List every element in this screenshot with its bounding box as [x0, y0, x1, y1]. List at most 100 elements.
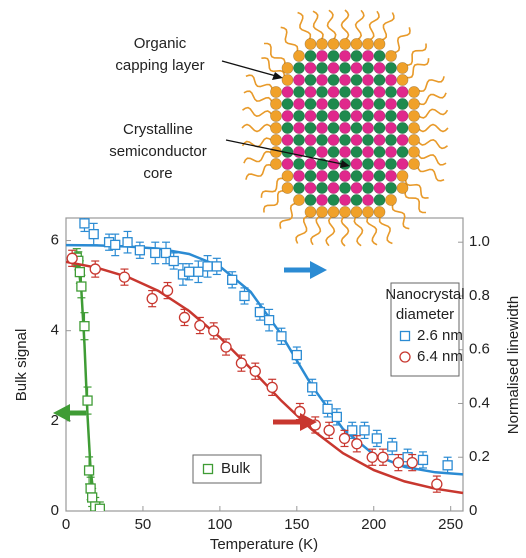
ligand — [340, 9, 350, 41]
capping-atom — [408, 98, 420, 110]
core-atom — [293, 134, 305, 146]
marker — [399, 351, 411, 363]
core-atom — [316, 194, 328, 206]
core-atom — [316, 122, 328, 134]
legend-label: 2.6 nm — [417, 327, 463, 344]
core-atom — [316, 158, 328, 170]
ligand — [241, 123, 273, 133]
core-atom — [281, 158, 294, 170]
core-atom — [362, 158, 374, 170]
marker — [387, 441, 398, 452]
marker — [122, 237, 133, 248]
legend-title: diameter — [396, 306, 454, 323]
ligand — [340, 215, 350, 247]
ligand — [353, 215, 364, 247]
core-atom — [385, 134, 397, 146]
core-atom — [316, 98, 328, 110]
y2-axis-label: Normalised linewidth — [505, 296, 522, 434]
capping-atom — [385, 194, 397, 206]
capping-atom — [408, 146, 420, 158]
capping-atom — [396, 170, 409, 182]
annotation: core — [143, 165, 172, 182]
marker — [94, 503, 106, 511]
ligand — [326, 9, 337, 41]
annotation: Organic — [134, 35, 187, 52]
core-atom — [373, 182, 386, 194]
y-tick-label: 6 — [51, 232, 59, 249]
core-atom — [293, 170, 305, 182]
annotation-capping: Organic capping layer — [115, 35, 283, 80]
ligand — [366, 215, 378, 246]
marker — [79, 321, 90, 332]
core-atom — [350, 146, 363, 158]
nanocrystal-diagram — [241, 9, 449, 247]
core-atom — [316, 62, 328, 74]
ligand — [404, 178, 429, 199]
core-atom — [304, 86, 317, 98]
y2-tick-label: 0 — [469, 502, 477, 519]
capping-atom — [350, 38, 363, 50]
marker — [307, 382, 318, 393]
core-atom — [327, 98, 340, 110]
core-atom — [385, 122, 397, 134]
marker — [83, 465, 95, 476]
x-tick-label: 250 — [438, 516, 463, 533]
ligand — [261, 57, 286, 78]
core-atom — [327, 62, 340, 74]
core-atom — [316, 170, 328, 182]
marker — [294, 405, 306, 418]
core-atom — [373, 62, 386, 74]
core-atom — [316, 74, 328, 86]
core-atom — [339, 146, 351, 158]
marker — [366, 451, 378, 463]
capping-atom — [408, 158, 420, 170]
marker — [263, 314, 275, 326]
core-atom — [339, 194, 351, 206]
ligand — [417, 76, 445, 93]
ligand — [405, 43, 427, 66]
marker — [118, 271, 131, 283]
capping-atom — [339, 38, 351, 50]
legend-label: Bulk — [221, 460, 251, 477]
core-atom — [327, 86, 340, 98]
marker — [392, 456, 405, 469]
core-atom — [362, 62, 374, 74]
capping-atom — [316, 38, 328, 50]
marker — [359, 425, 370, 436]
ligand — [241, 137, 273, 148]
ligand — [260, 177, 285, 198]
capping-atom — [281, 62, 294, 74]
marker — [160, 247, 172, 259]
core-atom — [281, 86, 294, 98]
marker — [88, 228, 99, 240]
ligand — [310, 215, 322, 246]
capping-atom — [270, 134, 282, 146]
marker — [110, 239, 121, 251]
marker — [89, 263, 101, 275]
core-atom — [362, 170, 374, 182]
ligand — [417, 152, 447, 166]
core-atom — [316, 86, 328, 98]
capping-atom — [270, 86, 282, 98]
marker — [178, 311, 191, 324]
fit-line — [66, 260, 464, 495]
capping-atom — [304, 206, 317, 218]
core-atom — [373, 170, 386, 182]
axis-arrows — [53, 261, 327, 431]
marker — [399, 330, 411, 342]
core-atom — [339, 134, 351, 146]
marker — [183, 266, 195, 277]
core-atom — [350, 98, 363, 110]
core-atom — [385, 170, 397, 182]
core-atom — [373, 50, 386, 62]
core-atom — [350, 110, 363, 122]
marker — [406, 456, 418, 469]
capping-atom — [281, 182, 294, 194]
capping-atom — [270, 146, 282, 158]
ligand — [417, 138, 448, 150]
core-atom — [362, 86, 374, 98]
core-atom — [304, 146, 317, 158]
core-atom — [396, 134, 409, 146]
legend-title: Nanocrystal — [385, 286, 464, 303]
capping-atom — [373, 38, 386, 50]
